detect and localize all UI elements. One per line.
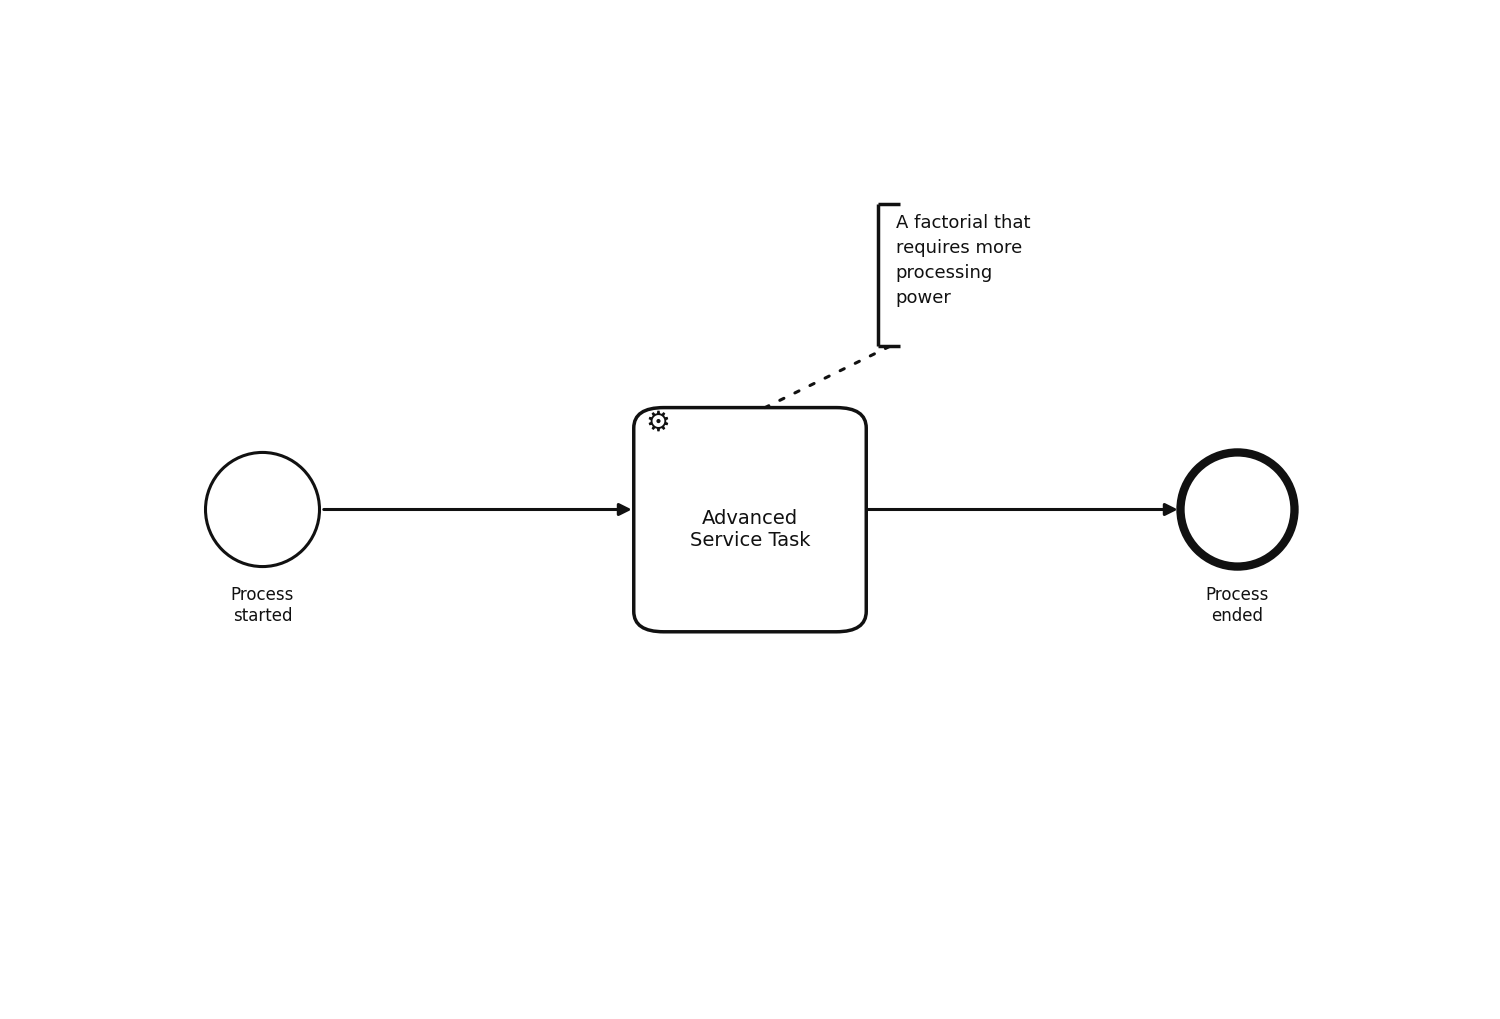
Text: Process
started: Process started bbox=[231, 586, 294, 625]
Ellipse shape bbox=[1180, 452, 1294, 567]
Text: Process
ended: Process ended bbox=[1206, 586, 1269, 625]
FancyBboxPatch shape bbox=[633, 408, 867, 632]
Text: Advanced
Service Task: Advanced Service Task bbox=[690, 510, 810, 550]
Ellipse shape bbox=[206, 452, 320, 567]
Text: ⚙: ⚙ bbox=[645, 409, 670, 437]
Text: A factorial that
requires more
processing
power: A factorial that requires more processin… bbox=[896, 214, 1030, 307]
